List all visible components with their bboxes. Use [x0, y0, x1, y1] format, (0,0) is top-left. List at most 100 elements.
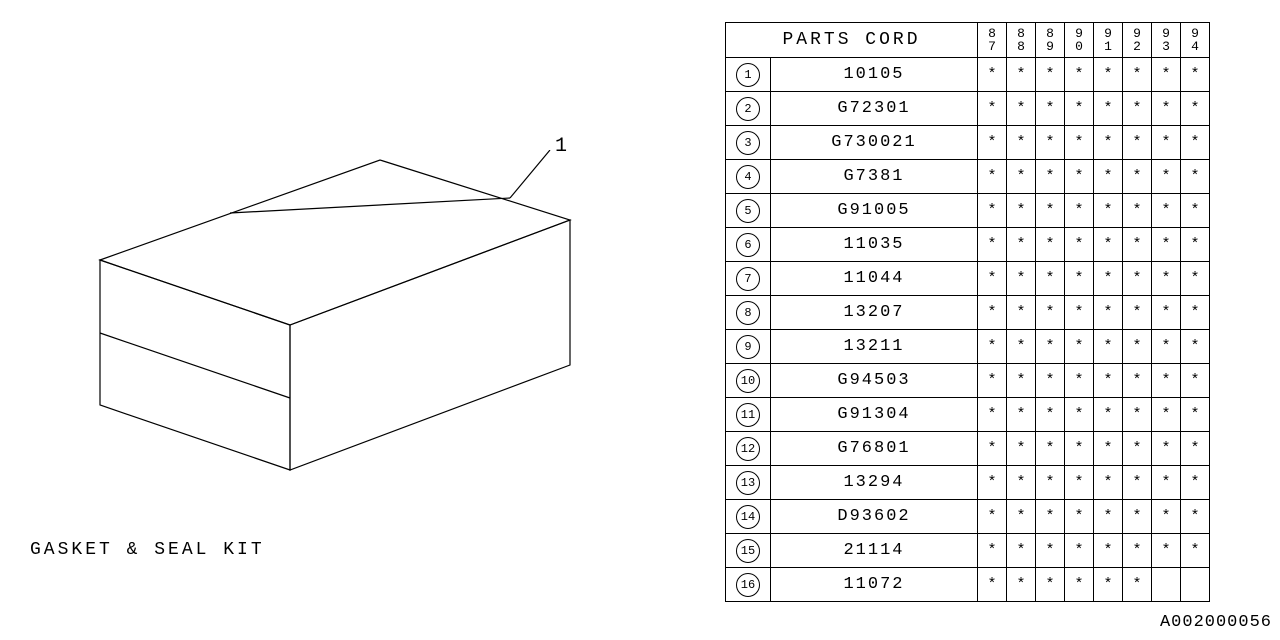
row-part-code: G94503	[771, 364, 978, 398]
row-mark-cell: *	[1065, 330, 1094, 364]
row-mark-cell: *	[978, 466, 1007, 500]
row-index-cell: 2	[726, 92, 771, 126]
row-mark-cell: *	[1094, 58, 1123, 92]
header-year: 92	[1123, 23, 1152, 58]
row-mark-cell: *	[978, 262, 1007, 296]
row-mark-cell: *	[1007, 228, 1036, 262]
row-index-badge: 5	[736, 199, 760, 223]
row-mark-cell: *	[1007, 432, 1036, 466]
row-mark-cell: *	[978, 228, 1007, 262]
row-part-code: G7381	[771, 160, 978, 194]
table-row: 1313294********	[726, 466, 1210, 500]
row-mark-cell: *	[1181, 58, 1210, 92]
row-mark-cell: *	[1094, 330, 1123, 364]
row-mark-cell: *	[1036, 432, 1065, 466]
row-mark-cell: *	[1123, 432, 1152, 466]
row-mark-cell: *	[1007, 398, 1036, 432]
row-mark-cell: *	[1094, 126, 1123, 160]
page: 1 GASKET & SEAL KIT PARTS CORD 878889909…	[0, 0, 1280, 640]
row-mark-cell: *	[1123, 160, 1152, 194]
row-mark-cell: *	[1065, 568, 1094, 602]
row-mark-cell: *	[1036, 160, 1065, 194]
row-mark-cell: *	[1007, 194, 1036, 228]
row-mark-cell: *	[978, 58, 1007, 92]
row-mark-cell: *	[1123, 568, 1152, 602]
row-mark-cell: *	[1181, 262, 1210, 296]
row-index-cell: 8	[726, 296, 771, 330]
row-mark-cell: *	[1094, 194, 1123, 228]
row-index-cell: 9	[726, 330, 771, 364]
row-index-badge: 16	[736, 573, 760, 597]
table-row: 10G94503********	[726, 364, 1210, 398]
row-index-badge: 6	[736, 233, 760, 257]
row-mark-cell: *	[1094, 568, 1123, 602]
row-mark-cell: *	[1007, 534, 1036, 568]
row-mark-cell: *	[1036, 568, 1065, 602]
row-mark-cell: *	[1036, 364, 1065, 398]
row-part-code: 13294	[771, 466, 978, 500]
table-row: 813207********	[726, 296, 1210, 330]
row-mark-cell: *	[978, 330, 1007, 364]
row-mark-cell: *	[1065, 296, 1094, 330]
row-part-code: 13211	[771, 330, 978, 364]
row-mark-cell: *	[1123, 500, 1152, 534]
row-index-cell: 6	[726, 228, 771, 262]
row-mark-cell: *	[978, 126, 1007, 160]
row-mark-cell: *	[1065, 500, 1094, 534]
header-year-bottom: 7	[978, 40, 1006, 53]
row-part-code: 10105	[771, 58, 978, 92]
row-mark-cell: *	[1094, 364, 1123, 398]
row-index-cell: 11	[726, 398, 771, 432]
row-mark-cell: *	[1007, 500, 1036, 534]
header-year-bottom: 2	[1123, 40, 1151, 53]
row-part-code: G76801	[771, 432, 978, 466]
table-row: 3G730021********	[726, 126, 1210, 160]
row-mark-cell: *	[1094, 262, 1123, 296]
row-mark-cell: *	[1065, 262, 1094, 296]
header-year: 91	[1094, 23, 1123, 58]
table-row: 4G7381********	[726, 160, 1210, 194]
row-mark-cell: *	[1123, 58, 1152, 92]
header-year-bottom: 0	[1065, 40, 1093, 53]
header-year-bottom: 9	[1036, 40, 1064, 53]
row-mark-cell: *	[1036, 398, 1065, 432]
box-seam-front	[100, 333, 290, 398]
row-index-badge: 12	[736, 437, 760, 461]
row-mark-cell: *	[1094, 92, 1123, 126]
row-index-cell: 12	[726, 432, 771, 466]
kit-caption: GASKET & SEAL KIT	[30, 540, 265, 560]
row-mark-cell: *	[1152, 500, 1181, 534]
row-mark-cell: *	[1094, 432, 1123, 466]
box-face-side	[290, 220, 570, 470]
row-part-code: G72301	[771, 92, 978, 126]
row-mark-cell: *	[978, 296, 1007, 330]
row-mark-cell: *	[978, 534, 1007, 568]
row-mark-cell: *	[1094, 296, 1123, 330]
row-part-code: D93602	[771, 500, 978, 534]
table-row: 913211********	[726, 330, 1210, 364]
table-row: 14D93602********	[726, 500, 1210, 534]
row-mark-cell: *	[1036, 330, 1065, 364]
row-mark-cell: *	[1036, 500, 1065, 534]
row-index-badge: 10	[736, 369, 760, 393]
row-index-cell: 4	[726, 160, 771, 194]
row-index-badge: 1	[736, 63, 760, 87]
table-row: 1521114********	[726, 534, 1210, 568]
row-mark-cell: *	[1065, 398, 1094, 432]
header-year: 94	[1181, 23, 1210, 58]
row-mark-cell: *	[1123, 364, 1152, 398]
row-mark-cell: *	[1181, 160, 1210, 194]
header-year-bottom: 3	[1152, 40, 1180, 53]
row-part-code: G91005	[771, 194, 978, 228]
row-mark-cell: *	[1123, 194, 1152, 228]
row-mark-cell: *	[1152, 432, 1181, 466]
row-index-badge: 15	[736, 539, 760, 563]
box-leader-label: 1	[555, 135, 569, 158]
header-year-bottom: 8	[1007, 40, 1035, 53]
row-index-badge: 8	[736, 301, 760, 325]
row-mark-cell: *	[1036, 58, 1065, 92]
table-row: 12G76801********	[726, 432, 1210, 466]
row-mark-cell: *	[1094, 534, 1123, 568]
row-mark-cell: *	[1007, 296, 1036, 330]
header-year: 87	[978, 23, 1007, 58]
